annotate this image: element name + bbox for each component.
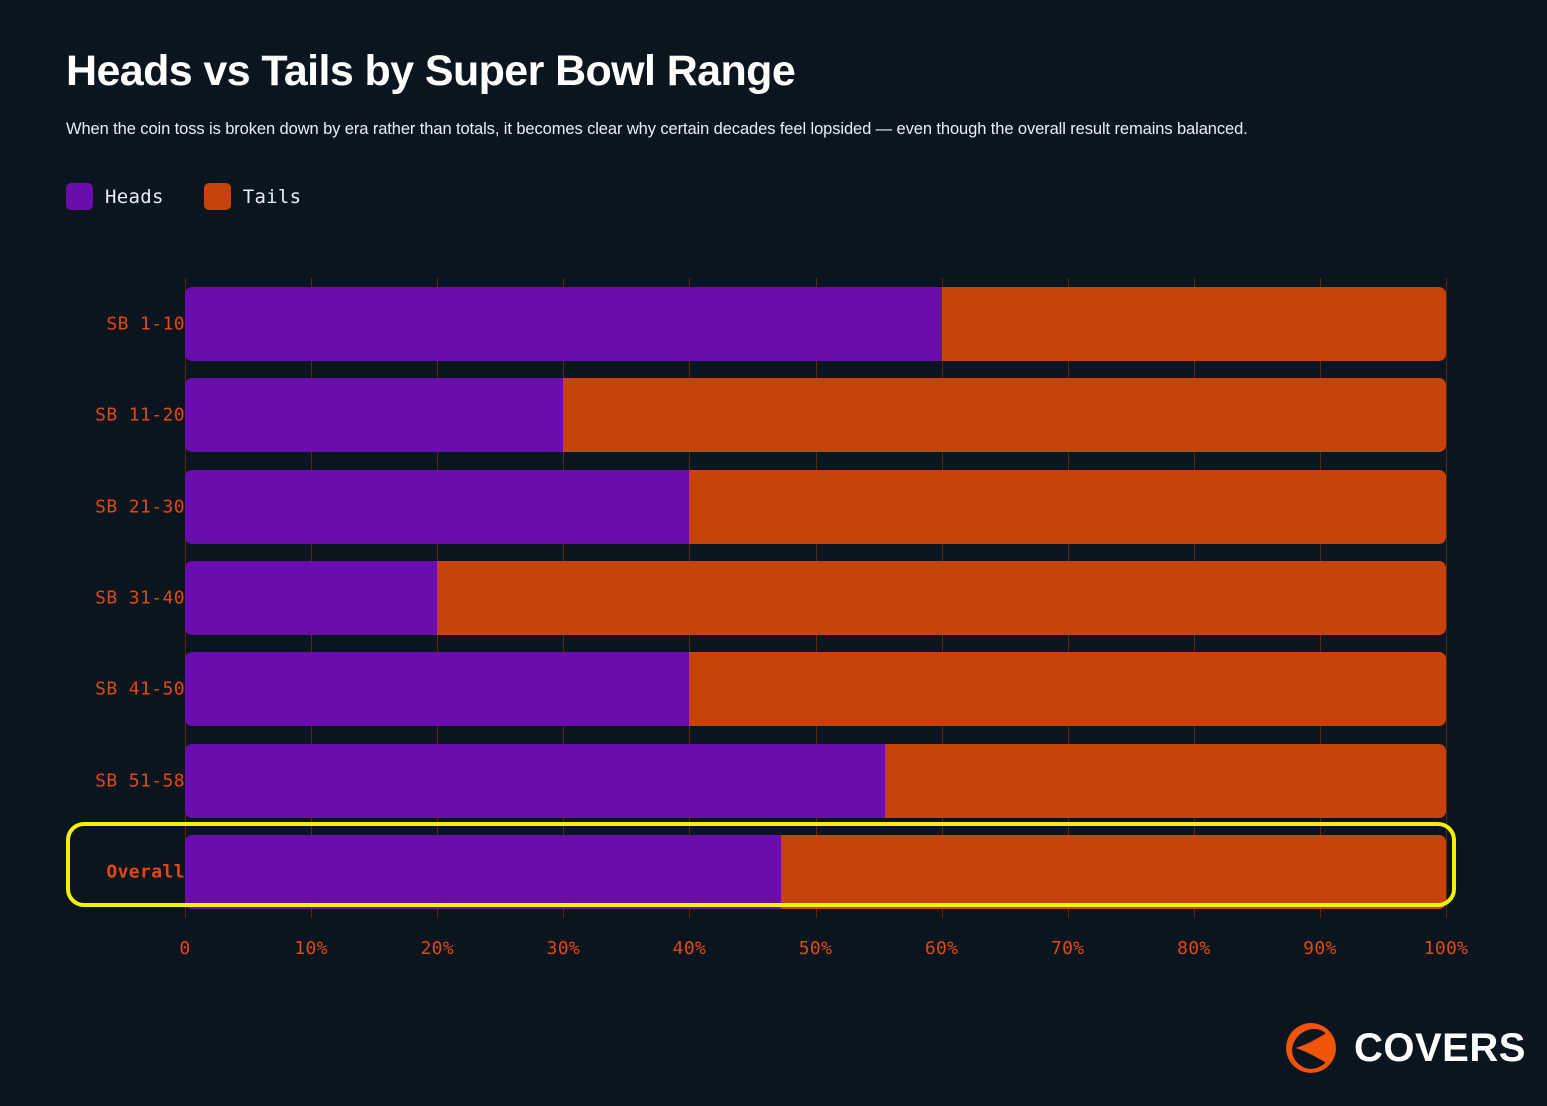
bar-segment-tails[interactable] [941, 286, 1446, 361]
legend-swatch-heads [66, 183, 93, 210]
y-axis-label-sb-51-58: SB 51-58 [95, 770, 185, 792]
bar-segment-tails[interactable] [781, 835, 1446, 910]
legend-item-tails[interactable]: Tails [203, 183, 302, 210]
y-axis-label-sb-21-30: SB 21-30 [95, 496, 185, 518]
bar-row[interactable] [185, 561, 1446, 635]
bar-segment-tails[interactable] [437, 561, 1446, 635]
legend-label: Tails [242, 185, 302, 208]
x-axis-tick-10: 10% [294, 938, 328, 959]
chart-header: Heads vs Tails by Super Bowl Range When … [66, 47, 1486, 139]
x-axis-tick-50: 50% [798, 938, 833, 959]
chart-legend: Heads Tails [66, 183, 301, 210]
bar-segment-heads[interactable] [185, 378, 564, 453]
bar-row[interactable] [185, 469, 1446, 544]
bar-segment-tails[interactable] [884, 743, 1446, 818]
bar-row[interactable] [185, 378, 1446, 453]
y-axis-labels: SB 1-10 SB 11-20 SB 21-30 SB 31-40 SB 41-50 S… [0, 278, 185, 918]
bar-row[interactable] [185, 652, 1446, 727]
chart-subtitle: When the coin toss is broken down by era… [66, 120, 1248, 139]
legend-swatch-tails [203, 183, 231, 210]
gridline-100 [1446, 278, 1447, 918]
legend-label: Heads [105, 185, 164, 208]
x-axis-tick-100: 100% [1423, 938, 1469, 959]
x-axis-tick-20: 20% [420, 938, 454, 959]
x-axis-tick-90: 90% [1303, 938, 1337, 959]
x-axis-tick-0: 0 [179, 938, 191, 959]
y-axis-label-sb-11-20: SB 11-20 [95, 404, 185, 426]
bar-segment-tails[interactable] [689, 652, 1446, 727]
bar-segment-heads[interactable] [185, 743, 885, 818]
x-axis-tick-30: 30% [546, 938, 581, 959]
bar-segment-heads[interactable] [185, 835, 782, 910]
bar-row[interactable] [185, 286, 1446, 361]
covers-logo-text: COVERS [1354, 1026, 1526, 1070]
x-axis-tick-70: 70% [1050, 938, 1085, 959]
covers-c-logo-icon [1286, 1023, 1336, 1073]
bar-segment-tails[interactable] [689, 469, 1446, 544]
x-axis-tick-40: 40% [672, 938, 707, 959]
y-axis-label-overall: Overall [106, 861, 185, 883]
y-axis-label-sb-1-10: SB 1-10 [106, 313, 185, 335]
page-title: Heads vs Tails by Super Bowl Range [66, 47, 796, 95]
y-axis-label-sb-31-40: SB 31-40 [95, 587, 185, 609]
legend-item-heads[interactable]: Heads [66, 183, 164, 210]
bar-row[interactable] [185, 743, 1446, 818]
covers-logo: COVERS [1285, 1022, 1526, 1074]
bar-segment-heads[interactable] [185, 652, 690, 727]
bar-segment-heads[interactable] [185, 469, 690, 544]
bar-row[interactable] [185, 835, 1446, 910]
y-axis-label-sb-41-50: SB 41-50 [95, 678, 185, 700]
plot-area [185, 278, 1447, 918]
bar-segment-tails[interactable] [563, 378, 1446, 453]
x-axis-labels: 0 10% 20% 30% 40% 50% 60% 70% 80% 90% 100% [179, 938, 1468, 968]
x-axis-tick-80: 80% [1177, 938, 1211, 959]
bar-segment-heads[interactable] [185, 561, 438, 635]
x-axis-tick-60: 60% [924, 938, 959, 959]
bar-segment-heads[interactable] [185, 286, 942, 361]
